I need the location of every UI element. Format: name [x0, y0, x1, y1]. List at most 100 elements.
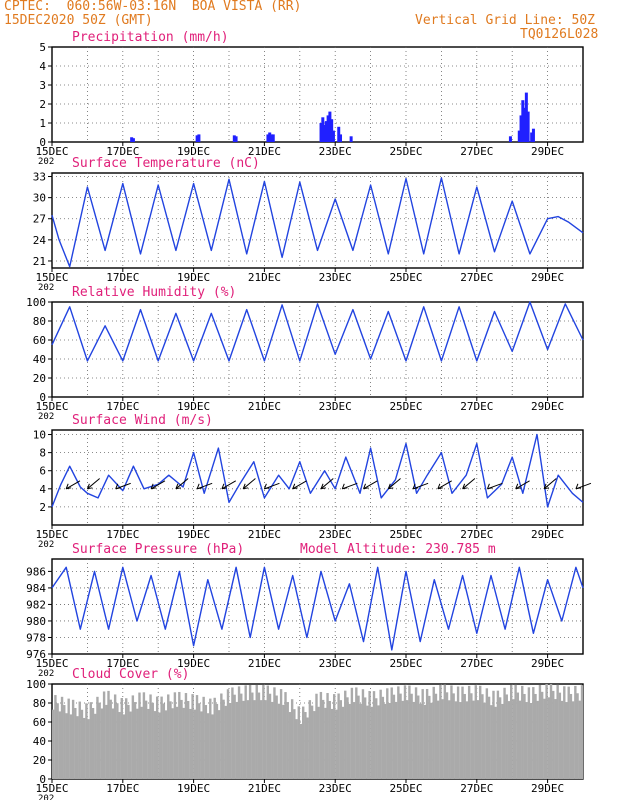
cloud-bar [147, 708, 150, 779]
cloud-bar [56, 703, 59, 779]
cloud-bar [125, 698, 128, 779]
wind-arrow [515, 480, 530, 490]
cloud-bar [58, 711, 62, 779]
cloud-bar [554, 699, 557, 779]
cloud-bar [67, 698, 70, 779]
precip-bar [324, 121, 328, 142]
cloud-bar [120, 698, 123, 779]
cloud-bar [377, 705, 380, 779]
cloud-bar [456, 686, 460, 779]
panel-title: Precipitation (mm/h) [72, 30, 229, 45]
x-tick-label: 25DEC [389, 400, 422, 413]
cloud-bar [479, 685, 482, 779]
precip-bar [271, 134, 275, 142]
cloud-bar [189, 708, 192, 779]
cloud-bar [401, 700, 404, 779]
cloud-bar [202, 696, 205, 779]
x-tick-label: 15DEC [35, 271, 68, 284]
cloud-bar [111, 708, 115, 779]
x-tick-label: 21DEC [248, 657, 281, 670]
precip-bar [268, 132, 272, 142]
cloud-bar [359, 703, 362, 779]
cloud-bar [381, 696, 385, 779]
cloud-bar [361, 689, 365, 779]
cloud-bar [98, 702, 101, 779]
cloud-bar [175, 706, 179, 779]
cloud-bar [87, 719, 90, 779]
cloud-bar [74, 707, 77, 779]
cloud-bar [467, 685, 471, 779]
x-tick-label: 23DEC [319, 528, 352, 541]
cloud-bar [264, 700, 267, 779]
cloud-bar [240, 693, 243, 779]
x-tick-label: 23DEC [319, 271, 352, 284]
cloud-bar [501, 703, 504, 779]
cloud-bar [463, 693, 466, 779]
x-tick-label: 27DEC [460, 528, 493, 541]
wind-arrow [65, 480, 81, 490]
cloud-bar [246, 700, 250, 779]
cloud-bar [540, 691, 544, 779]
cloud-bar [257, 692, 261, 779]
cloud-bar [465, 701, 469, 779]
cloud-bar [452, 693, 455, 779]
precip-bar [326, 115, 330, 142]
x-tick-label: 15DEC [35, 400, 68, 413]
cloud-bar [436, 700, 440, 779]
year-label: 202 [38, 412, 54, 422]
cloud-bar [328, 700, 331, 779]
cloud-bar [339, 700, 343, 779]
cloud-bar [209, 698, 212, 779]
cloud-bar [534, 693, 537, 779]
precip-bar [232, 135, 236, 142]
precip-bar [319, 123, 323, 142]
cloud-bar [160, 696, 163, 779]
cloud-bar [60, 696, 64, 779]
cloud-bar [386, 688, 389, 779]
cloud-bar [102, 691, 106, 779]
precip-bar [323, 124, 327, 142]
cloud-bar [233, 694, 236, 779]
panel-title: Relative Humidity (%) [72, 285, 236, 300]
precip-bar [197, 134, 201, 142]
x-tick-label: 21DEC [248, 782, 281, 795]
cloud-bar [366, 705, 369, 779]
cloud-bar [560, 700, 564, 779]
precip-bar [266, 134, 270, 142]
cloud-bar [299, 723, 303, 779]
cloud-bar [52, 709, 55, 779]
wind-arrow-head [150, 483, 157, 490]
cloud-bar [295, 719, 298, 779]
cloud-bar [450, 685, 453, 779]
cloud-bar [357, 695, 360, 779]
cloud-bar [317, 706, 320, 779]
cloud-bar [308, 700, 312, 779]
year-label: 202 [38, 540, 54, 550]
cloud-bar [545, 684, 548, 779]
cloud-bar [485, 688, 489, 779]
x-tick-label: 27DEC [460, 657, 493, 670]
cloud-bar [310, 705, 314, 779]
cloud-bar [71, 699, 75, 779]
cloud-bar [158, 712, 161, 779]
cloud-bar [552, 690, 555, 779]
panel-title: Surface Pressure (hPa) [72, 542, 244, 557]
cloud-bar [313, 711, 316, 779]
cloud-bar [368, 691, 371, 779]
cloud-bar [127, 704, 130, 779]
wind-arrow-head [387, 483, 394, 490]
x-tick-label: 19DEC [177, 528, 210, 541]
wind-arrow-head [86, 483, 93, 490]
cloud-bar [182, 707, 185, 779]
y-tick-label: 976 [26, 648, 46, 661]
cloud-bar [63, 705, 66, 779]
cloud-bar [335, 709, 338, 779]
cloud-bar [547, 697, 550, 779]
cloud-bar [319, 691, 323, 779]
x-tick-label: 17DEC [106, 145, 139, 158]
cloud-bar [217, 710, 221, 779]
cloud-bar [259, 700, 263, 779]
cloud-bar [341, 706, 345, 779]
year-label: 202 [38, 283, 54, 293]
x-tick-label: 29DEC [531, 145, 564, 158]
